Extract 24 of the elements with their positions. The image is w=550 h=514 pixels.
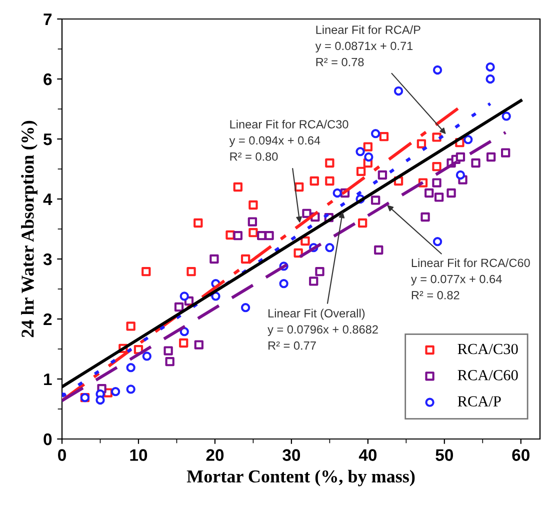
y-tick-label: 3 [43,253,52,266]
legend-label: RCA/C60 [458,370,518,380]
y-tick-label: 7 [44,14,52,26]
y-tick-label: 2 [44,313,52,326]
legend-label: RCA/C30 [458,344,518,354]
legend-label: RCA/P [458,396,501,406]
y-tick-label: 0 [44,433,52,446]
y-tick-label: 6 [44,73,52,86]
x-tick-label: 50 [436,449,453,461]
x-tick-label: 10 [130,449,148,461]
x-axis-title: Mortar Content (%, by mass) [186,470,415,486]
y-tick-label: 4 [43,194,52,206]
y-axis-title: 24 hr Water Absorption (%) [21,120,38,338]
annotation: Linear Fit for RCA/C60 y = 0.077x + 0.64 R² = 0.82 [410,258,530,300]
x-tick-label: 20 [206,449,224,461]
y-tick-label: 5 [44,134,52,146]
x-tick-label: 30 [282,449,300,461]
x-tick-label: 60 [512,449,530,461]
x-tick-label: 0 [58,449,66,461]
annotation: Linear Fit for RCA/P y = 0.0871x + 0.71 R² = 0.78 [315,25,420,66]
y-tick-label: 1 [44,374,52,386]
annotation: Linear Fit (Overall) y = 0.0796x + 0.8682 R² = 0.77 [268,308,378,350]
x-tick-label: 40 [358,449,377,461]
annotation: Linear Fit for RCA/C30 y = 0.094x + 0.64 R² = 0.80 [229,120,348,161]
